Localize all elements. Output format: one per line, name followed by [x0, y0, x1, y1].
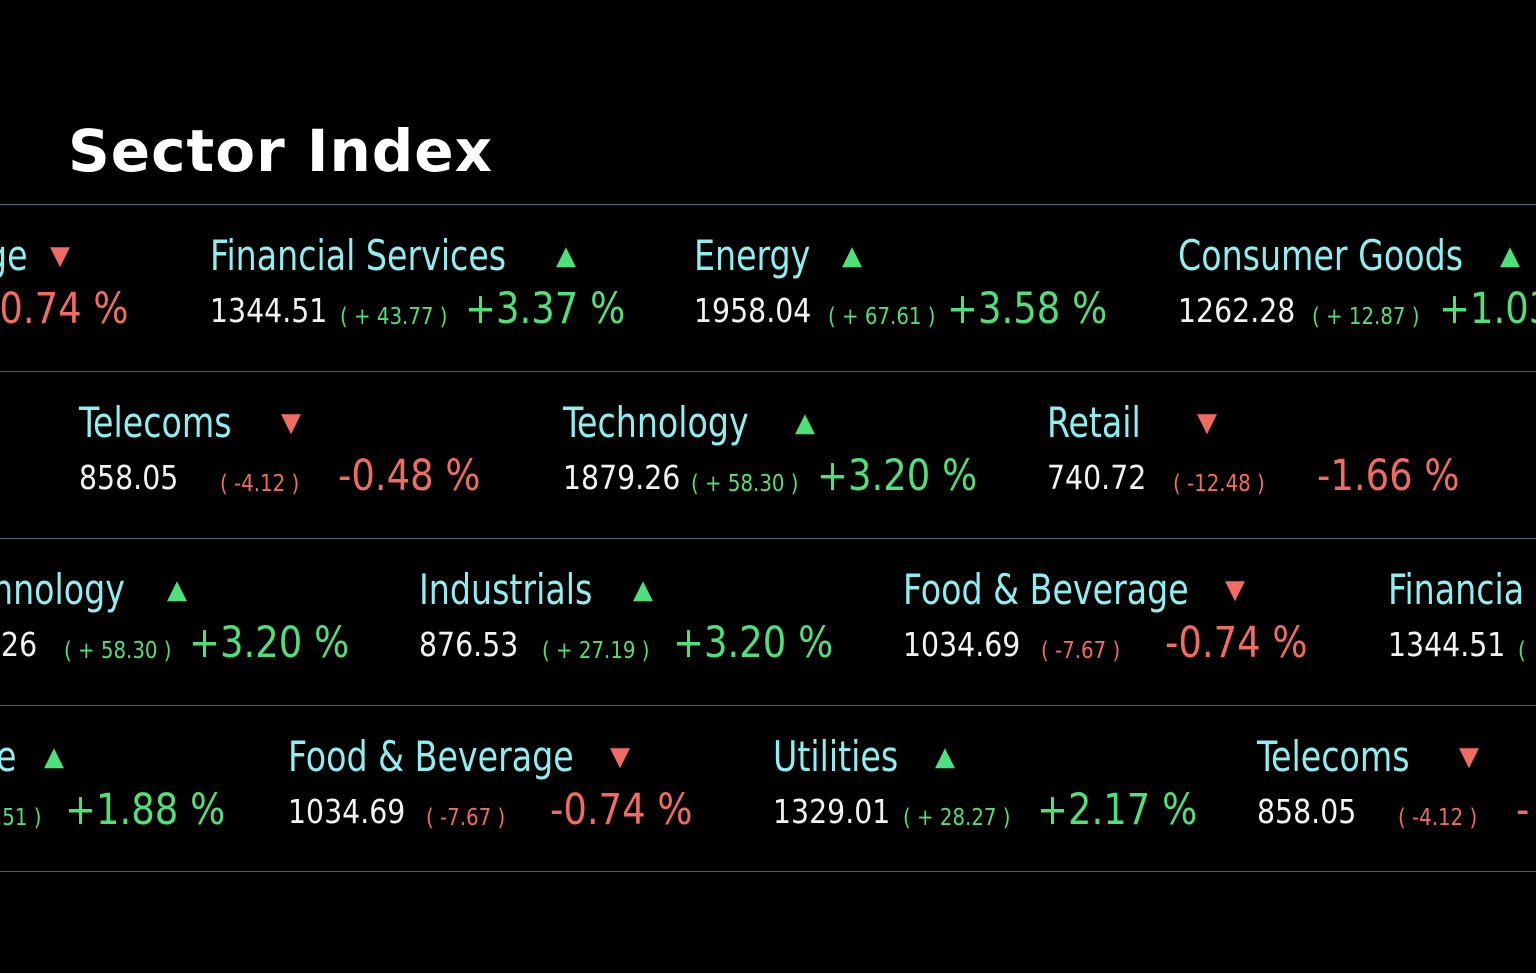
sector-name: Financial Services [210, 231, 507, 280]
sector-percent-change: +3.20 % [817, 451, 978, 501]
up-arrow-icon: ▲ [935, 742, 955, 772]
down-arrow-icon: ▼ [50, 241, 70, 271]
sector-point-change: ( -12.48 ) [1173, 471, 1265, 497]
sector-index-value: 1344.51 [210, 291, 328, 330]
sector-name: e [0, 733, 16, 780]
up-arrow-icon: ▲ [556, 241, 576, 271]
ticker-row-3: hnology ▲ .26 ( + 58.30 ) +3.20 % Indust… [0, 539, 1536, 705]
row-divider [0, 371, 1536, 372]
sector-percent-change: -1.66 % [1317, 451, 1460, 501]
sector-index-value: 1034.69 [288, 792, 406, 831]
sector-percent-change: - [1516, 785, 1530, 835]
sector-index-value: 740.72 [1047, 458, 1147, 497]
sector-point-change: ( + 58.30 ) [64, 638, 172, 664]
up-arrow-icon: ▲ [44, 742, 64, 772]
sector-point-change: ( + 12.87 ) [1312, 304, 1420, 330]
sector-index-value: 876.53 [419, 625, 519, 664]
sector-point-change: ( [1518, 638, 1526, 664]
sector-point-change: ( + 58.30 ) [691, 471, 799, 497]
sector-percent-change: +3.20 % [189, 618, 350, 668]
sector-name: Consumer Goods [1178, 231, 1464, 280]
sector-percent-change: +3.58 % [947, 284, 1108, 334]
sector-percent-change: -0.74 % [1165, 618, 1308, 668]
sector-point-change: ( -4.12 ) [1398, 805, 1478, 831]
down-arrow-icon: ▼ [1225, 575, 1245, 605]
sector-name: Utilities [773, 732, 899, 781]
up-arrow-icon: ▲ [633, 575, 653, 605]
sector-index-value: .26 [0, 625, 38, 664]
sector-percent-change: -0.74 % [550, 785, 693, 835]
sector-point-change: ( -7.67 ) [1041, 638, 1121, 664]
sector-point-change: .51 ) [0, 805, 42, 831]
sector-name: Telecoms [1257, 732, 1410, 781]
sector-point-change: ( + 28.27 ) [903, 805, 1011, 831]
down-arrow-icon: ▼ [1197, 408, 1217, 438]
up-arrow-icon: ▲ [167, 575, 187, 605]
sector-name: Financia [1388, 565, 1525, 614]
sector-point-change: ( -7.67 ) [426, 805, 506, 831]
down-arrow-icon: ▼ [1459, 742, 1479, 772]
sector-percent-change: -0.48 % [338, 451, 481, 501]
sector-percent-change: +1.88 % [65, 785, 226, 835]
row-divider [0, 705, 1536, 706]
sector-percent-change: -0.74 % [0, 284, 129, 334]
sector-name: Technology [563, 398, 749, 447]
down-arrow-icon: ▼ [281, 408, 301, 438]
sector-index-value: 858.05 [1257, 792, 1357, 831]
sector-point-change: ( + 27.19 ) [542, 638, 650, 664]
up-arrow-icon: ▲ [1500, 241, 1520, 271]
sector-name: Retail [1047, 398, 1141, 447]
sector-index-value: 1958.04 [694, 291, 812, 330]
sector-index-value: 1262.28 [1178, 291, 1296, 330]
sector-name: Energy [694, 231, 811, 280]
sector-index-value: 1879.26 [563, 458, 681, 497]
sector-name: Telecoms [79, 398, 232, 447]
sector-name: Food & Beverage [903, 565, 1189, 614]
sector-point-change: ( + 43.77 ) [340, 304, 448, 330]
sector-percent-change: +3.37 % [465, 284, 626, 334]
sector-percent-change: +3.20 % [673, 618, 834, 668]
ticker-row-2: Telecoms ▼ 858.05 ( -4.12 ) -0.48 % Tech… [0, 372, 1536, 538]
row-divider [0, 871, 1536, 872]
page-title: Sector Index [68, 117, 493, 185]
sector-index-value: 1034.69 [903, 625, 1021, 664]
sector-point-change: ( -4.12 ) [220, 471, 300, 497]
up-arrow-icon: ▲ [795, 408, 815, 438]
down-arrow-icon: ▼ [610, 742, 630, 772]
sector-index-value: 1344.51 [1388, 625, 1506, 664]
sector-name: hnology [0, 565, 125, 614]
ticker-row-1: ge ▼ -0.74 % Financial Services ▲ 1344.5… [0, 205, 1536, 371]
sector-name: Industrials [419, 565, 593, 614]
sector-name: Food & Beverage [288, 732, 574, 781]
sector-percent-change: +1.03 [1439, 284, 1536, 334]
sector-point-change: ( + 67.61 ) [828, 304, 936, 330]
sector-index-value: 858.05 [79, 458, 179, 497]
sector-index-value: 1329.01 [773, 792, 891, 831]
sector-percent-change: +2.17 % [1037, 785, 1198, 835]
row-divider [0, 538, 1536, 539]
ticker-row-4: e ▲ .51 ) +1.88 % Food & Beverage ▼ 1034… [0, 706, 1536, 872]
row-divider [0, 204, 1536, 205]
sector-name: ge [0, 231, 28, 280]
up-arrow-icon: ▲ [842, 241, 862, 271]
